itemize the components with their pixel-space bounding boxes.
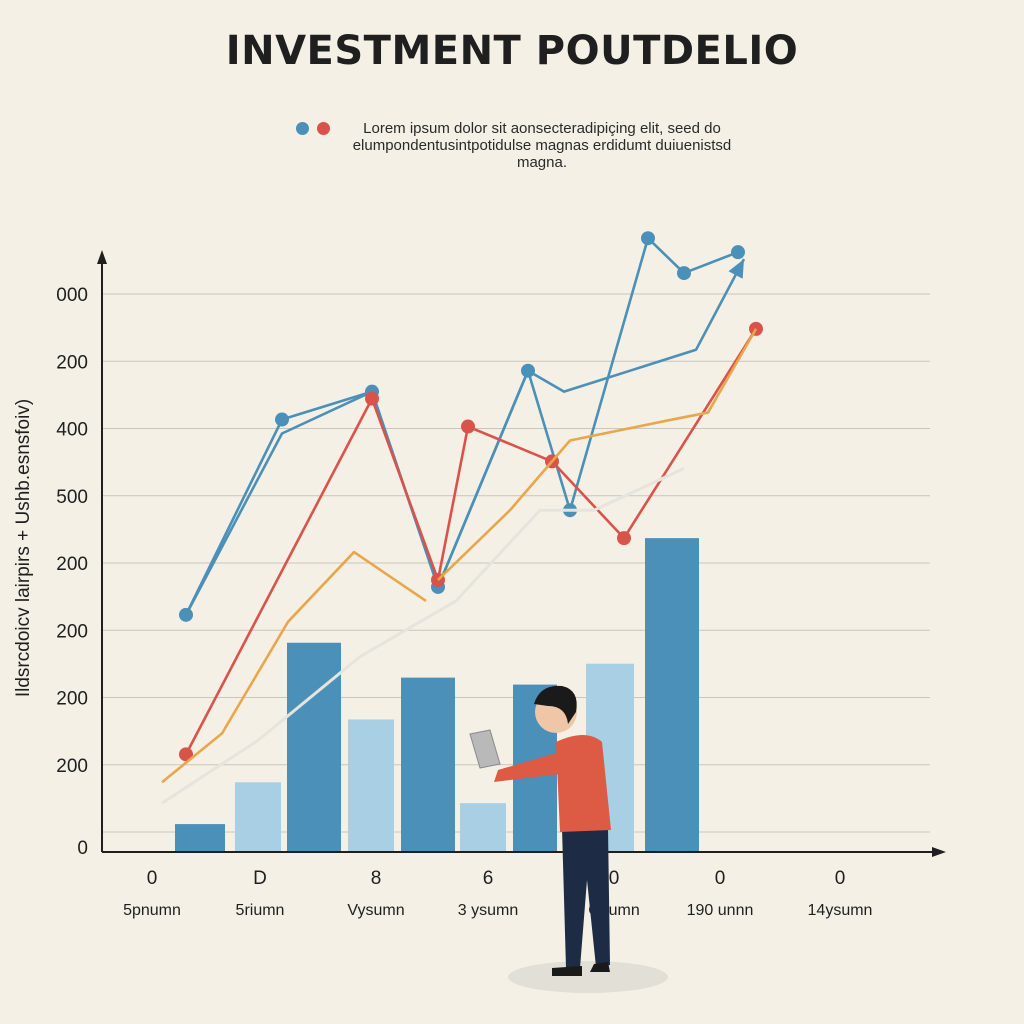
y-tick-label: 200 (56, 554, 88, 575)
series-line (437, 328, 758, 581)
x-tick-label: 0 (147, 868, 158, 889)
legend-text: Lorem ipsum dolor sit aonsecteradipiçing… (352, 120, 732, 171)
y-tick-label: 400 (56, 420, 88, 441)
x-tick-label: D (253, 868, 267, 889)
y-tick-label: 200 (56, 621, 88, 642)
y-tick-label: 200 (56, 352, 88, 373)
x-category-label: 3 ysumn (458, 902, 518, 919)
series-line (184, 258, 746, 616)
chart-title: INVESTMENT POUTDELIO (225, 28, 799, 74)
x-tick-label: 0 (835, 868, 846, 889)
x-category-label: 5riumn (236, 902, 285, 919)
series-point (617, 531, 631, 546)
chart-legend: Lorem ipsum dolor sit aonsecteradipiçing… (292, 120, 732, 184)
series-point (179, 747, 193, 762)
person-arm (494, 752, 560, 782)
series-point (641, 231, 655, 246)
person-shoes (552, 962, 610, 976)
series-point (275, 412, 289, 427)
bar (645, 538, 699, 852)
series-point (731, 245, 745, 260)
x-tick-label: 6 (483, 868, 494, 889)
y-tick-label: 000 (56, 285, 88, 306)
series-point (365, 391, 379, 406)
bar (287, 642, 341, 852)
series-point (461, 419, 475, 434)
person-hair (534, 685, 577, 724)
x-axis-arrow (932, 847, 946, 857)
y-tick-label: 200 (56, 756, 88, 777)
bar (175, 824, 225, 852)
y-axis-arrow (97, 250, 107, 264)
series-line (161, 467, 685, 805)
x-category-label: 5pnumn (123, 902, 181, 919)
x-tick-label: 0 (609, 868, 620, 889)
x-tick-label: 8 (371, 868, 382, 889)
x-tick-label: 0 (715, 868, 726, 889)
bar (460, 803, 506, 852)
person-illustration (469, 685, 668, 993)
y-tick-label: 0 (77, 838, 88, 859)
bar (401, 677, 455, 852)
person-shadow (508, 961, 668, 993)
legend-dot-red (317, 122, 330, 135)
tablet-icon (469, 729, 501, 769)
x-category-label: Vysumn (347, 902, 404, 919)
series-point (677, 266, 691, 281)
x-category-label: 190 unnn (687, 902, 754, 919)
series-arrow (728, 259, 744, 279)
legend-dot-blue (296, 122, 309, 135)
series-line (161, 550, 427, 784)
bar (348, 719, 394, 852)
person-torso (556, 735, 611, 832)
person-legs (562, 828, 610, 968)
y-tick-label: 200 (56, 689, 88, 710)
bar (235, 782, 281, 852)
x-category-label: 14ysumn (808, 902, 873, 919)
y-tick-label: 500 (56, 487, 88, 508)
